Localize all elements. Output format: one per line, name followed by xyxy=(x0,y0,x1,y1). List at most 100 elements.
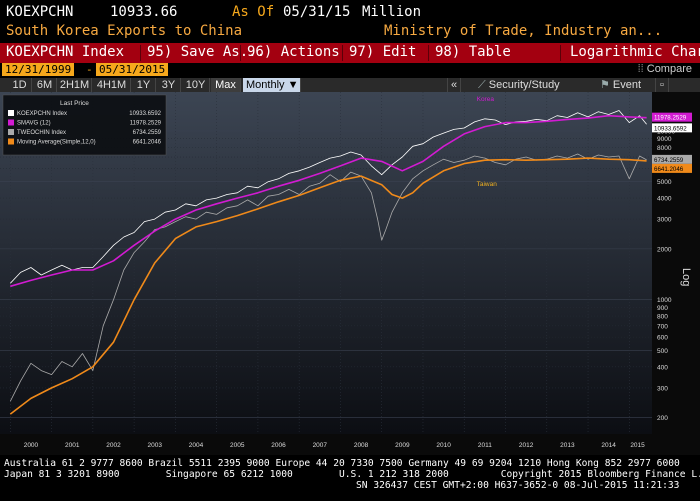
edit-button[interactable]: 97) Edit xyxy=(349,44,417,60)
period-10y[interactable]: 10Y xyxy=(182,78,210,92)
y-tick-label: 3000 xyxy=(657,217,672,224)
x-tick-label: 2001 xyxy=(65,442,80,449)
footer: Australia 61 2 9777 8600 Brazil 5511 239… xyxy=(0,456,700,501)
legend-value: 6641.2046 xyxy=(133,140,162,146)
legend-box[interactable]: Last Price KOEXPCHN Index 10933.6592 SMAVG… xyxy=(2,94,167,156)
unit: Million xyxy=(362,4,422,20)
last-value-text: 6734.2559 xyxy=(654,157,684,164)
last-value-tag xyxy=(652,163,692,173)
event-button[interactable]: ⚑ Event xyxy=(600,78,641,92)
footer-session-line: SN 326437 CEST GMT+2:00 H637-3652-0 08-J… xyxy=(356,480,680,491)
as-of-date: 05/31/15 xyxy=(283,4,351,20)
legend-name: KOEXPCHN Index xyxy=(17,111,67,117)
x-tick-label: 2004 xyxy=(189,442,204,449)
period-6m[interactable]: 6M xyxy=(33,78,57,92)
period-1y[interactable]: 1Y xyxy=(132,78,156,92)
period-max[interactable]: Max xyxy=(211,78,241,92)
chart-mode-button[interactable]: Logarithmic Chart xyxy=(570,44,700,60)
y-tick-label: 8000 xyxy=(657,145,672,152)
last-value-text: 10933.6592 xyxy=(654,125,687,132)
x-tick-label: 2006 xyxy=(271,442,286,449)
table-button[interactable]: 98) Table xyxy=(435,44,511,60)
legend-swatch xyxy=(8,138,14,145)
collapse-arrow-icon[interactable]: « xyxy=(447,78,461,92)
options-icon[interactable]: ▫ xyxy=(655,78,669,92)
y-tick-label: 5000 xyxy=(657,179,672,186)
start-date-field[interactable]: 12/31/1999 xyxy=(2,63,75,76)
y-tick-label: 1000 xyxy=(657,297,672,304)
y-tick-label: 4000 xyxy=(657,196,672,203)
x-tick-label: 2014 xyxy=(601,442,616,449)
series-annotation: Korea xyxy=(477,96,495,103)
description-bar: South Korea Exports to China Ministry of… xyxy=(0,23,700,41)
last-value: 10933.66 xyxy=(110,4,178,20)
compare-icon: ⁞⁞ xyxy=(637,63,647,75)
y-axis-panel xyxy=(652,92,700,434)
security-study-button[interactable]: ⟋ Security/Study xyxy=(478,78,560,92)
x-tick-label: 2003 xyxy=(148,442,163,449)
legend-name: SMAVG (12) xyxy=(17,121,51,127)
period-bar: 1D 6M 2H1M 4H1M 1Y 3Y 10Y Max Monthly ▼ … xyxy=(0,78,700,92)
x-tick-label: 2010 xyxy=(436,442,451,449)
end-date-field[interactable]: 05/31/2015 xyxy=(96,63,169,76)
x-tick-label: 2015 xyxy=(630,442,645,449)
toolbar-divider xyxy=(240,45,241,61)
last-value-tag xyxy=(652,123,692,133)
toolbar-divider xyxy=(342,45,343,61)
dropdown-arrow-icon: ▼ xyxy=(287,79,299,91)
y-tick-label: 600 xyxy=(657,335,668,342)
source: Ministry of Trade, Industry an... xyxy=(384,23,663,39)
period-3y[interactable]: 3Y xyxy=(157,78,181,92)
legend-rows: KOEXPCHN Index 10933.6592 SMAVG (12) 11978.… xyxy=(8,110,162,146)
x-tick-label: 2013 xyxy=(560,442,575,449)
toolbar-divider xyxy=(428,45,429,61)
y-tick-label: 300 xyxy=(657,385,668,392)
x-axis-ticks: 2000 2001 2002 2003 2004 2005 2006 2007 2008 2009… xyxy=(24,442,645,449)
series-line-0 xyxy=(10,110,647,284)
y-axis-label: Log xyxy=(680,268,692,286)
index-label: KOEXPCHN Index xyxy=(6,44,125,60)
frequency-value: Monthly xyxy=(246,79,285,91)
as-of-label: As Of xyxy=(232,4,275,20)
last-value-text: 6641.2046 xyxy=(654,166,684,173)
legend-swatch xyxy=(8,110,14,116)
series-line-1 xyxy=(10,114,647,288)
legend-name: TWEOCHIN Index xyxy=(17,130,66,136)
legend-value: 6734.2559 xyxy=(133,130,162,136)
line-chart-icon: ⟋ xyxy=(478,79,489,91)
period-2h1m[interactable]: 2H1M xyxy=(58,78,92,92)
ticker: KOEXPCHN xyxy=(6,4,74,20)
toolbar-divider xyxy=(560,45,561,61)
y-tick-label: 700 xyxy=(657,323,668,330)
date-range-bar: 12/31/1999 - 05/31/2015 ⁞⁞ Compare xyxy=(0,63,700,77)
legend-header: Last Price xyxy=(60,100,89,107)
period-1d[interactable]: 1D xyxy=(8,78,32,92)
y-tick-label: 800 xyxy=(657,314,668,321)
frequency-select[interactable]: Monthly ▼ xyxy=(243,78,301,92)
compare-button[interactable]: ⁞⁞ Compare xyxy=(638,63,692,75)
legend-swatch xyxy=(8,129,14,135)
last-value-tag xyxy=(652,112,692,122)
save-as-button[interactable]: 95) Save As... xyxy=(147,44,266,60)
y-tick-label: 2000 xyxy=(657,246,672,253)
last-value-text: 11978.2529 xyxy=(654,115,687,122)
date-separator: - xyxy=(86,63,93,76)
event-label: Event xyxy=(612,79,642,91)
y-tick-label: 9000 xyxy=(657,136,672,143)
actions-button[interactable]: 96) Actions xyxy=(247,44,340,60)
footer-contacts-line: Australia 61 2 9777 8600 Brazil 5511 239… xyxy=(4,458,680,469)
x-tick-label: 2007 xyxy=(313,442,328,449)
description: South Korea Exports to China xyxy=(6,23,243,39)
x-tick-label: 2011 xyxy=(478,442,492,449)
series-lines xyxy=(9,110,647,415)
last-value-tag xyxy=(652,154,692,164)
y-tick-label: 200 xyxy=(657,415,668,422)
x-tick-label: 2005 xyxy=(230,442,245,449)
toolbar: KOEXPCHN Index 95) Save As... 96) Action… xyxy=(0,43,700,63)
legend-value: 11978.2529 xyxy=(130,121,162,127)
flag-icon: ⚑ xyxy=(600,79,613,91)
x-tick-label: 2000 xyxy=(24,442,39,449)
y-tick-label: 500 xyxy=(657,348,668,355)
period-4h1m[interactable]: 4H1M xyxy=(93,78,131,92)
